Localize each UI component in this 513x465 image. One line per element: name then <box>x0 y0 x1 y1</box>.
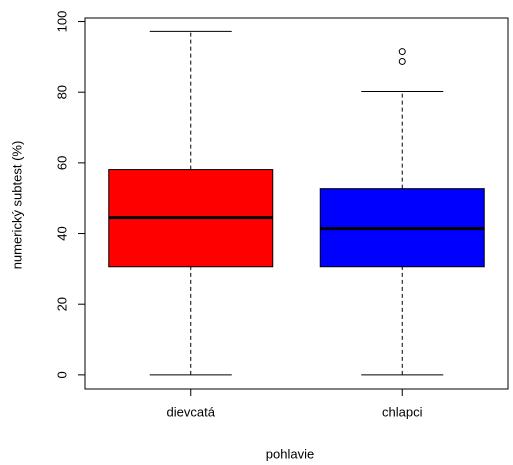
y-tick-label: 40 <box>54 226 69 240</box>
y-axis-label: numerický subtest (%) <box>9 141 24 270</box>
x-axis-label: pohlavie <box>266 446 314 461</box>
plot-frame <box>84 17 509 390</box>
outlier <box>398 48 406 56</box>
y-tick-label: 60 <box>54 156 69 170</box>
y-tick-label: 80 <box>54 85 69 99</box>
outlier <box>398 57 406 65</box>
y-tick-label: 0 <box>54 371 69 378</box>
x-tick-label: chlapci <box>382 404 423 419</box>
y-tick-label: 20 <box>54 297 69 311</box>
x-tick-label: dievcatá <box>167 404 216 419</box>
y-tick-label: 100 <box>54 11 69 33</box>
